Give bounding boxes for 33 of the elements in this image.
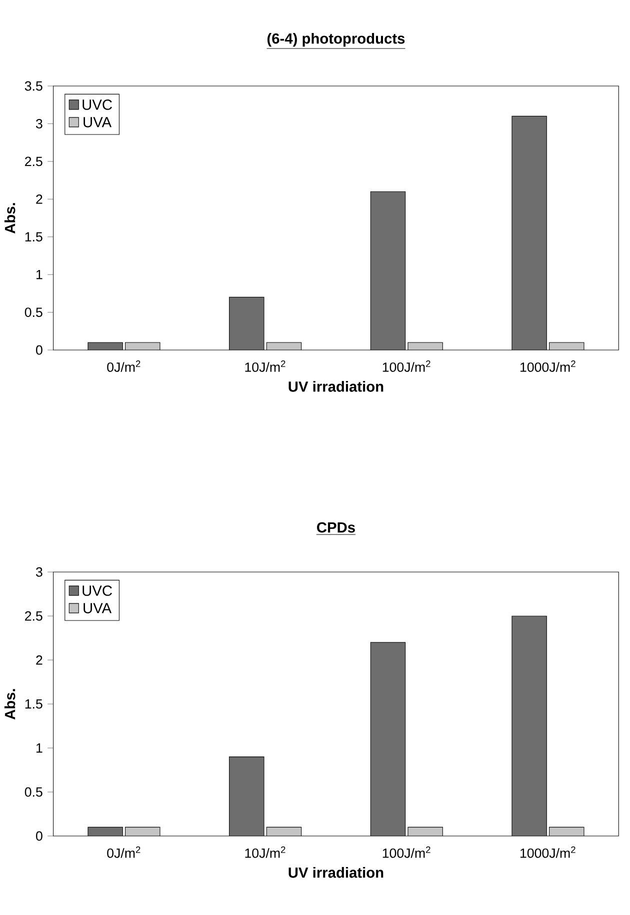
legend-label: UVC — [82, 586, 112, 596]
x-tick-label: 0J/m$^{2}$ — [106, 846, 140, 858]
y-tick-label: 1 — [36, 270, 42, 280]
x-tick-label: 0J/m$^{2}$ — [106, 360, 140, 372]
y-tick-label: 3.5 — [24, 81, 42, 91]
y-tick-label: 0.5 — [24, 787, 42, 797]
y-tick-label: 2.5 — [24, 611, 42, 621]
y-tick-label: 3 — [36, 119, 42, 128]
x-tick-label: 100J/m$^{2}$ — [382, 846, 430, 858]
y-tick-label: 1.5 — [25, 232, 42, 242]
x-axis-title: UV irradiation — [288, 381, 383, 392]
legend-label: UVA — [84, 603, 112, 614]
y-tick-label: 0 — [36, 345, 42, 355]
legend-label: UVC — [82, 100, 112, 110]
y-tick-label: 3 — [36, 567, 42, 577]
x-tick-label: 1000J/m$^{2}$ — [520, 846, 576, 858]
y-axis-title: Abs. — [4, 689, 16, 720]
x-tick-label: 1000J/m$^{2}$ — [520, 360, 576, 372]
y-tick-label: 1 — [36, 743, 42, 753]
y-axis-title: Abs. — [4, 203, 16, 234]
x-axis-title: UV irradiation — [288, 867, 383, 878]
legend-label: UVA — [84, 117, 112, 128]
y-tick-label: 0 — [36, 831, 42, 841]
x-tick-label: 10J/m$^{2}$ — [245, 360, 286, 372]
chart-title: (6-4) photoproducts — [267, 32, 404, 47]
y-tick-label: 2 — [36, 655, 42, 665]
y-tick-label: 2 — [36, 194, 42, 204]
x-tick-label: 100J/m$^{2}$ — [382, 360, 430, 372]
y-tick-label: 2.5 — [24, 156, 42, 166]
y-tick-label: 0.5 — [24, 308, 42, 317]
chart-title: CPDs — [316, 522, 355, 533]
x-tick-label: 10J/m$^{2}$ — [245, 846, 286, 858]
y-tick-label: 1.5 — [25, 699, 42, 709]
